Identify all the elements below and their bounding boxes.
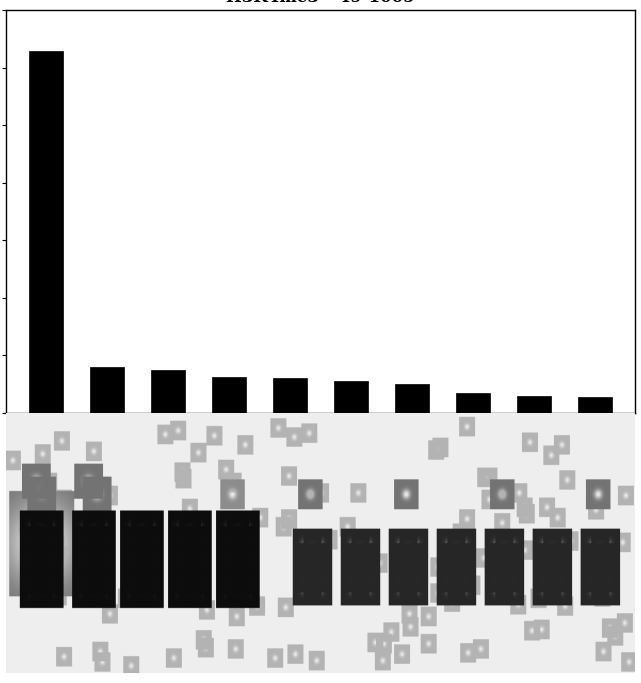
Bar xyxy=(456,393,490,413)
Bar xyxy=(578,397,612,413)
Bar xyxy=(29,51,63,413)
Bar xyxy=(517,395,551,413)
Bar xyxy=(273,378,307,413)
Bar xyxy=(334,380,368,413)
Title: Specificity Analysis (Multiple Peptide Average)
H3K4me3 – 49-1005: Specificity Analysis (Multiple Peptide A… xyxy=(102,0,539,6)
Bar xyxy=(212,377,246,413)
X-axis label: Modification: Modification xyxy=(276,494,365,508)
Bar xyxy=(395,384,429,413)
Bar xyxy=(151,370,185,413)
Bar xyxy=(90,367,124,413)
